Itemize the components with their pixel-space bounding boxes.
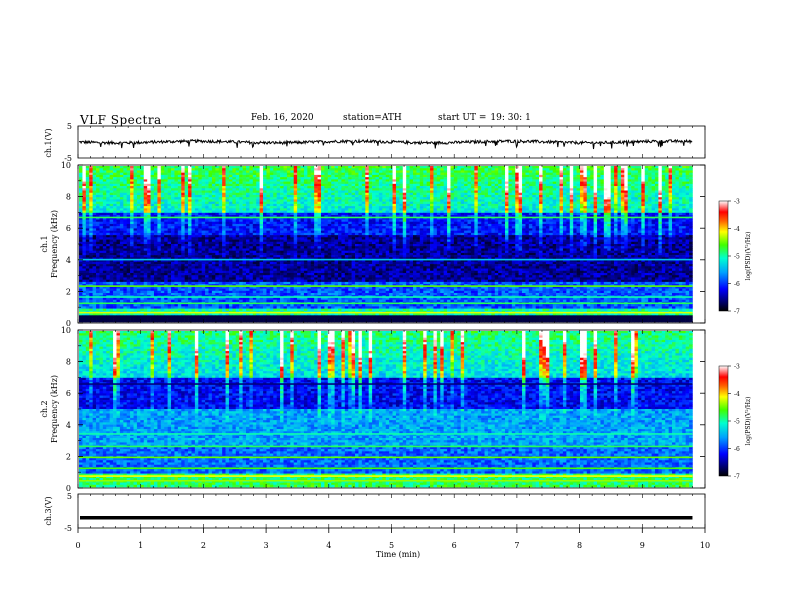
ch2-frequency-ticks: 0 2 4 6 8 10 [61, 326, 706, 493]
time-tick-label: 7 [514, 541, 519, 550]
frequency-tick-label: 6 [66, 224, 71, 233]
ch3-waveform-panel: 5 -5 ch.3(V) [44, 492, 706, 533]
ch3-waveform-ticks [77, 494, 706, 528]
frequency-tick-label: 0 [66, 319, 71, 328]
ch1-waveform-panel: 5 -5 ch.1(V) [44, 122, 706, 163]
colorbar-tick-label: -3 [734, 364, 740, 371]
ch2-ylabel-channel: ch.2 [40, 400, 49, 417]
time-tick-label: 0 [75, 541, 80, 550]
colorbar-tick-label: -4 [734, 391, 740, 398]
frequency-tick-label: 8 [66, 193, 71, 202]
frequency-tick-label: 4 [66, 421, 71, 430]
time-tick-label: 6 [452, 541, 457, 550]
ch2-colorbar-label: log(PSD)(V²/Hz) [745, 397, 752, 446]
frequency-tick-label: 10 [61, 326, 71, 335]
ch1-colorbar [718, 200, 729, 312]
ch2-colorbar [718, 365, 729, 477]
frequency-tick-label: 8 [66, 358, 71, 367]
start-time-value: 19: 30: 1 [490, 113, 530, 123]
date-label: Feb. 16, 2020 [251, 113, 314, 123]
time-axis: 0 1 2 3 4 5 6 7 8 9 10 [75, 528, 710, 550]
colorbar-tick-label: -3 [734, 199, 740, 206]
frequency-tick-label: 2 [66, 287, 71, 296]
ch3-ylabel: ch.3(V) [44, 496, 53, 525]
time-tick-label: 8 [577, 541, 582, 550]
colorbar-tick-label: -5 [734, 254, 740, 261]
time-tick-label: 2 [201, 541, 206, 550]
ch2-colorbar-ticks: -3 -4 -5 -6 -7 [728, 364, 740, 481]
frequency-tick-label: 4 [66, 256, 71, 265]
ch1-ylabel: ch.1(V) [44, 128, 53, 157]
ch1-waveform-ticks [77, 126, 706, 158]
frequency-tick-label: 0 [66, 484, 71, 493]
ch1-ytick-top: 5 [67, 122, 72, 131]
time-tick-label: 9 [640, 541, 645, 550]
ch3-ytick-bottom: -5 [64, 524, 72, 533]
time-tick-label: 5 [389, 541, 394, 550]
station-label: station=ATH [343, 113, 402, 123]
colorbar-tick-label: -7 [734, 309, 740, 316]
ch1-colorbar-label: log(PSD)(V²/Hz) [745, 232, 752, 281]
ch3-ytick-top: 5 [67, 492, 72, 501]
ch2-ylabel-frequency: Frequency (kHz) [50, 375, 59, 443]
ch1-frequency-ticks: 0 2 4 6 8 10 [61, 161, 706, 328]
start-time-label: start UT = 19: 30: 1 [438, 113, 535, 123]
colorbar-tick-label: -7 [734, 474, 740, 481]
colorbar-tick-label: -5 [734, 419, 740, 426]
ch1-ylabel-channel: ch.1 [40, 235, 49, 252]
ch3-waveform-frame [77, 493, 706, 529]
time-tick-label: 3 [264, 541, 269, 550]
time-axis-label: Time (min) [376, 550, 420, 559]
ch1-spectrogram-image [79, 166, 693, 323]
frequency-tick-label: 6 [66, 389, 71, 398]
ch1-waveform-trace [78, 138, 693, 150]
ch2-spectrogram-image [79, 331, 693, 488]
time-tick-label: 1 [138, 541, 143, 550]
colorbar-tick-label: -4 [734, 226, 740, 233]
chart-title: VLF Spectra [80, 113, 162, 127]
time-tick-label: 4 [326, 541, 331, 550]
colorbar-tick-label: -6 [734, 281, 740, 288]
start-time-prefix: start UT = [438, 113, 486, 123]
colorbar-tick-label: -6 [734, 446, 740, 453]
frequency-tick-label: 2 [66, 452, 71, 461]
time-tick-label: 10 [700, 541, 710, 550]
frequency-tick-label: 10 [61, 161, 71, 170]
ch1-ylabel-frequency: Frequency (kHz) [50, 210, 59, 278]
ch1-colorbar-ticks: -3 -4 -5 -6 -7 [728, 199, 740, 316]
ch1-ytick-bottom: -5 [64, 154, 72, 163]
